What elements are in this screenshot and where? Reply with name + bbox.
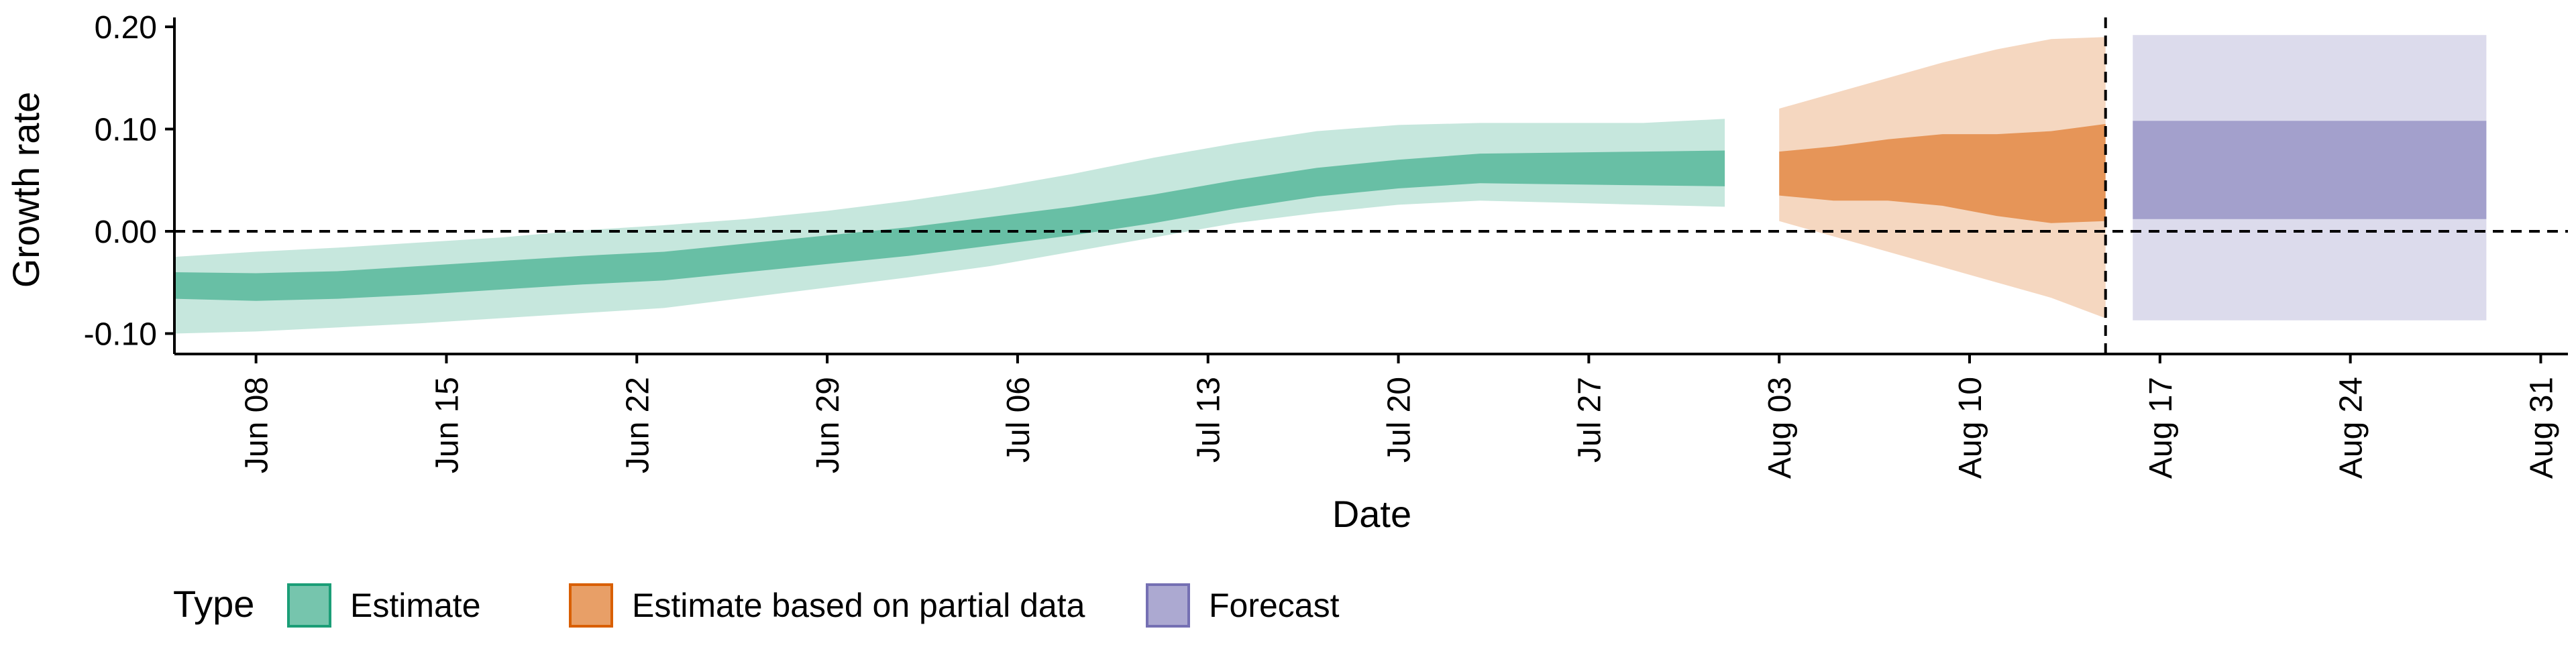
- x-tick-label: Jun 15: [429, 377, 465, 473]
- x-tick-label: Aug 17: [2143, 377, 2179, 479]
- legend-label: Estimate based on partial data: [632, 587, 1085, 624]
- y-axis-label: Growth rate: [5, 92, 47, 288]
- y-tick-label: -0.10: [84, 317, 157, 353]
- bands-layer: [174, 35, 2487, 334]
- forecast-inner-band: [2133, 121, 2487, 219]
- axes: -0.10 0.00 0.10 0.20 Jun 08 Jun 15 Jun 22 Jun 2…: [84, 10, 2568, 479]
- estimate-based-on-partial-data-inner-band: [1779, 123, 2106, 223]
- x-tick-label: Jun 22: [620, 377, 655, 473]
- legend-key: [569, 583, 613, 628]
- reference-lines: [174, 17, 2568, 354]
- x-tick-label: Jul 27: [1572, 377, 1607, 463]
- x-tick-label: Jul 06: [1001, 377, 1036, 463]
- y-tick-label: 0.10: [95, 113, 157, 148]
- x-tick-label: Jun 29: [810, 377, 846, 473]
- x-tick-label: Jul 20: [1382, 377, 1417, 463]
- x-tick-label: Aug 03: [1762, 377, 1798, 479]
- x-tick-label: Aug 24: [2334, 377, 2369, 479]
- estimate-inner-band: [174, 150, 1725, 301]
- legend: Type Estimate Estimate based on partial d…: [173, 583, 1340, 628]
- y-tick-label: 0.00: [95, 215, 157, 250]
- x-tick-label: Aug 10: [1953, 377, 1988, 479]
- y-tick-label: 0.20: [95, 10, 157, 46]
- legend-label: Forecast: [1209, 587, 1340, 624]
- legend-title: Type: [173, 583, 254, 625]
- x-axis-label: Date: [1332, 493, 1411, 535]
- legend-label: Estimate: [350, 587, 481, 624]
- x-tick-label: Aug 31: [2524, 377, 2559, 479]
- legend-key: [287, 583, 331, 628]
- x-tick-label: Jun 08: [239, 377, 275, 473]
- x-tick-label: Jul 13: [1191, 377, 1227, 463]
- legend-key: [1146, 583, 1190, 628]
